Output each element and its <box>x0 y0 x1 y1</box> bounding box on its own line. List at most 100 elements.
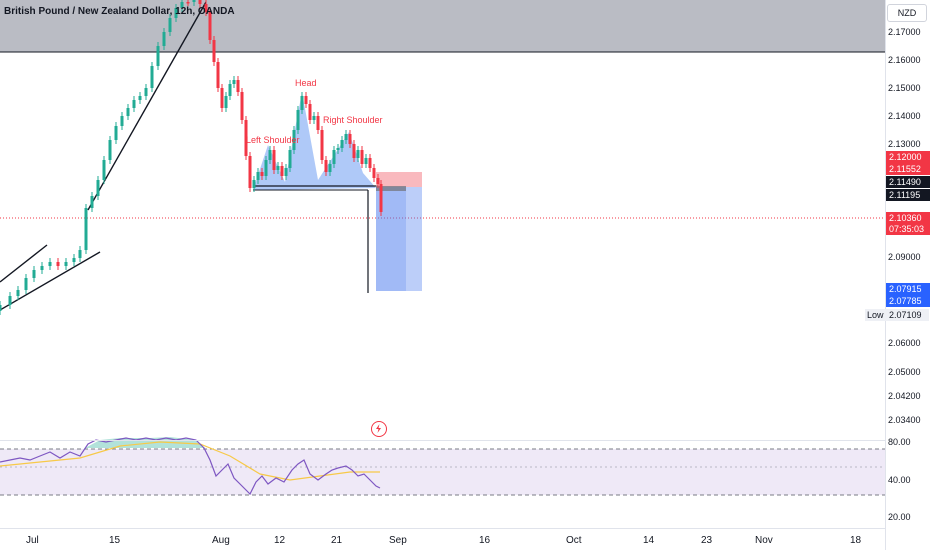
candle-body <box>264 160 268 176</box>
candle-body <box>372 168 376 178</box>
candle-body <box>216 62 220 88</box>
candle-body <box>186 2 190 4</box>
left-shoulder-label: Left Shoulder <box>246 135 300 145</box>
candle-body <box>40 266 44 270</box>
candle-body <box>132 100 136 108</box>
candle-body <box>368 158 372 168</box>
candle-body <box>192 0 196 2</box>
price-tag-target-b: 2.07785 <box>886 295 930 307</box>
candle-body <box>90 196 94 208</box>
candle-body <box>376 178 380 184</box>
candle-body <box>332 150 336 164</box>
candle-body <box>324 160 328 172</box>
candle-body <box>276 166 280 170</box>
candle-body <box>224 96 228 108</box>
price-tick: 2.05000 <box>888 367 921 377</box>
candle-body <box>56 262 60 266</box>
candle-body <box>288 150 292 168</box>
candle-body <box>296 110 300 130</box>
date-tick: Oct <box>566 535 582 546</box>
chart-title[interactable]: British Pound / New Zealand Dollar, 12h,… <box>4 6 235 17</box>
candle-body <box>308 104 312 120</box>
price-tick: 2.16000 <box>888 55 921 65</box>
candle-body <box>236 80 240 92</box>
price-tag-entry-c: 2.11195 <box>886 189 930 201</box>
price-tick: 2.13000 <box>888 139 921 149</box>
price-tag-target-a: 2.07915 <box>886 283 930 295</box>
candle-body <box>78 250 82 258</box>
candle-body <box>208 12 212 40</box>
channel-line-lower <box>0 251 101 311</box>
candle-body <box>280 166 284 176</box>
candle-body <box>156 46 160 66</box>
rsi-pane-divider[interactable] <box>0 440 885 441</box>
candle-body <box>144 88 148 96</box>
candle-body <box>260 172 264 176</box>
candle-body <box>198 0 202 4</box>
date-tick: 18 <box>850 535 862 546</box>
price-tick: 2.03400 <box>888 415 921 425</box>
candle-body <box>304 96 308 104</box>
candle-body <box>204 4 208 12</box>
candle-body <box>240 92 244 120</box>
candle-body <box>168 18 172 32</box>
bolt-icon[interactable] <box>371 421 387 437</box>
rsi-line <box>0 437 381 496</box>
candle-body <box>228 84 232 96</box>
bolt-glyph <box>376 424 381 433</box>
candle-body <box>150 66 154 88</box>
candle-body <box>114 126 118 140</box>
candle-body <box>212 40 216 62</box>
candle-body <box>180 2 184 8</box>
candle-body <box>352 144 356 158</box>
candle-body <box>340 140 344 148</box>
candle-body <box>0 305 2 311</box>
candle-body <box>284 168 288 176</box>
candle-body <box>336 148 340 150</box>
candle-body <box>120 116 124 126</box>
candle-body <box>256 172 260 180</box>
target-zone <box>376 187 422 291</box>
currency-selector[interactable]: NZD <box>887 4 927 22</box>
last-price-tag: 2.10360 <box>886 212 930 224</box>
rsi-tick: 40.00 <box>888 475 911 485</box>
entry-marker <box>376 186 406 191</box>
date-tick: 21 <box>331 535 343 546</box>
price-tag-stop: 2.12000 <box>886 151 930 163</box>
candle-body <box>96 180 100 196</box>
candle-body <box>252 180 256 188</box>
candle-body <box>220 88 224 108</box>
low-price-label: Low 2.07109 <box>865 309 929 321</box>
date-tick: Aug <box>212 535 230 546</box>
price-tag-entry-a: 2.11552 <box>886 163 930 175</box>
low-label-value: 2.07109 <box>889 310 922 320</box>
candle-body <box>379 184 383 212</box>
candle-body <box>344 134 348 140</box>
candle-body <box>126 108 130 116</box>
candle-body <box>108 140 112 160</box>
price-tick: 2.04200 <box>888 391 921 401</box>
candle-body <box>84 208 88 250</box>
date-tick: 14 <box>643 535 655 546</box>
stop-zone <box>376 172 422 187</box>
low-label-key: Low <box>867 310 884 320</box>
date-tick: Nov <box>755 535 773 546</box>
price-tick: 2.15000 <box>888 83 921 93</box>
price-tick: 2.09000 <box>888 252 921 262</box>
candle-body <box>268 150 272 160</box>
right-shoulder-label: Right Shoulder <box>323 115 383 125</box>
candle-body <box>348 134 352 144</box>
rsi-tick: 80.00 <box>888 437 911 447</box>
resistance-zone <box>0 0 885 52</box>
candle-body <box>300 96 304 110</box>
candle-body <box>248 156 252 188</box>
candle-body <box>162 32 166 46</box>
candle-body <box>174 8 178 18</box>
candle-body <box>328 164 332 172</box>
candle-body <box>72 258 76 262</box>
bar-countdown: 07:35:03 <box>886 223 930 235</box>
candle-body <box>24 278 28 290</box>
date-tick: 23 <box>701 535 713 546</box>
